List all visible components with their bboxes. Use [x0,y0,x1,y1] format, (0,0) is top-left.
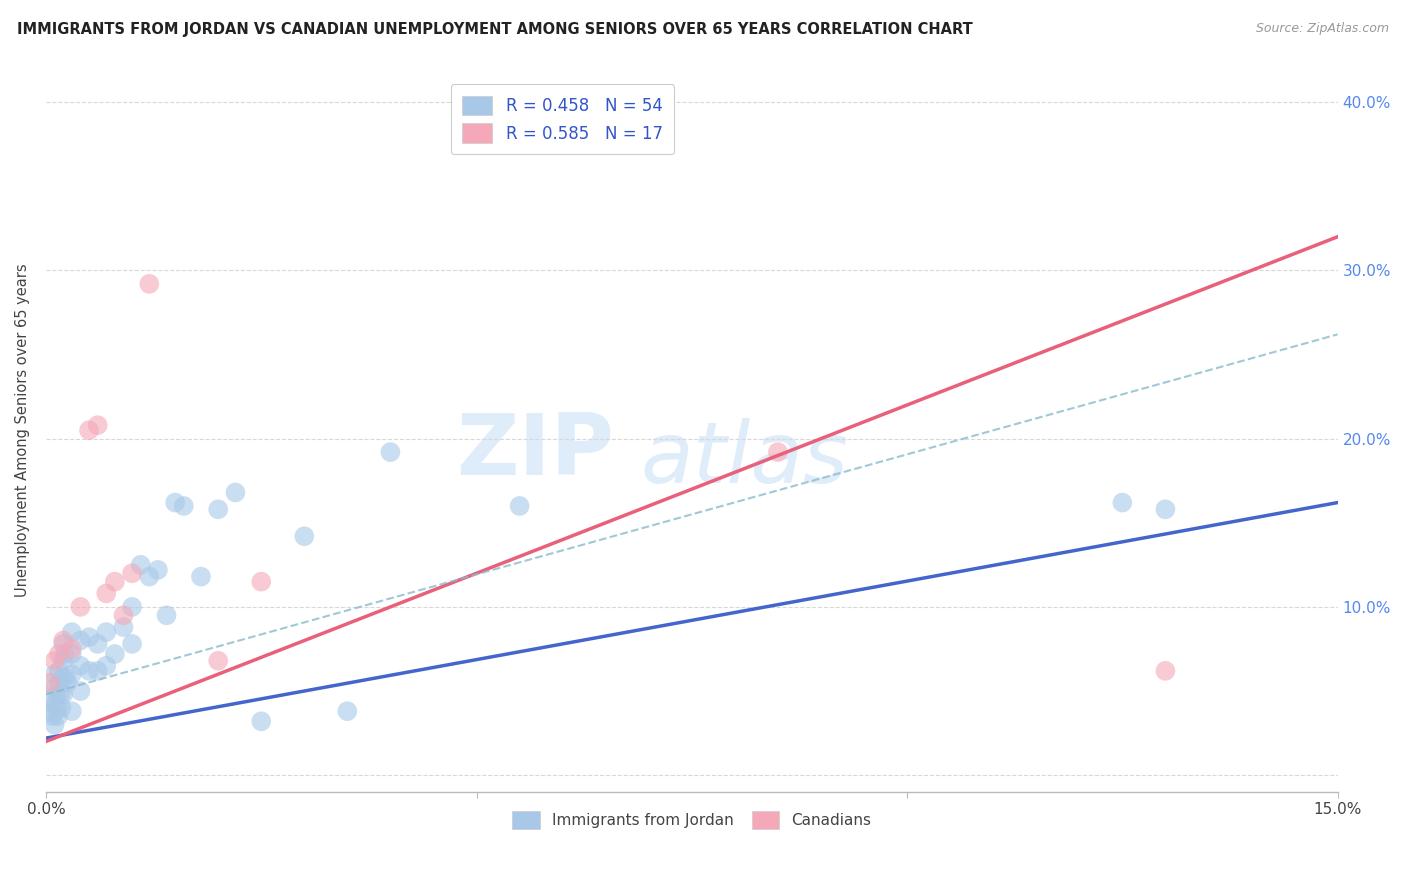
Point [69,633,91,648]
Point [46,709,69,723]
Point [146,563,169,577]
Point [56,675,79,690]
Point [86,418,108,433]
Point [96,586,118,600]
Point [86,664,108,678]
Point [173,499,195,513]
Point [60,625,83,640]
Point [60,647,83,661]
Point [1111,495,1133,509]
Point [39,675,62,690]
Point [60,642,83,657]
Point [53,647,76,661]
Point [112,620,135,634]
Point [224,485,246,500]
Point [509,499,531,513]
Point [190,569,212,583]
Text: atlas: atlas [640,417,848,500]
Point [48,675,70,690]
Point [86,637,108,651]
Point [46,701,69,715]
Point [42,709,65,723]
Point [60,704,83,718]
Point [44,681,66,695]
Point [44,654,66,668]
Point [60,667,83,681]
Point [52,671,75,685]
Point [104,647,127,661]
Point [292,529,315,543]
Point [207,502,229,516]
Point [49,687,72,701]
Point [51,701,73,715]
Point [69,684,91,698]
Point [121,637,143,651]
Point [96,625,118,640]
Text: ZIP: ZIP [457,410,614,493]
Point [207,654,229,668]
Text: Source: ZipAtlas.com: Source: ZipAtlas.com [1256,22,1389,36]
Text: IMMIGRANTS FROM JORDAN VS CANADIAN UNEMPLOYMENT AMONG SENIORS OVER 65 YEARS CORR: IMMIGRANTS FROM JORDAN VS CANADIAN UNEMP… [17,22,973,37]
Point [52,637,75,651]
Point [96,658,118,673]
Point [69,658,91,673]
Point [138,277,160,291]
Point [336,704,359,718]
Point [380,445,402,459]
Point [48,664,70,678]
Point [69,599,91,614]
Point [121,566,143,581]
Point [250,574,273,589]
Point [1154,664,1177,678]
Point [129,558,152,572]
Point [155,608,177,623]
Point [77,630,100,644]
Point [52,633,75,648]
Point [112,608,135,623]
Point [52,687,75,701]
Point [77,664,100,678]
Point [766,445,789,459]
Point [104,574,127,589]
Point [45,687,67,701]
Point [44,667,66,681]
Point [165,495,187,509]
Legend: Immigrants from Jordan, Canadians: Immigrants from Jordan, Canadians [506,805,877,835]
Point [138,569,160,583]
Point [48,647,70,661]
Point [250,714,273,729]
Point [1154,502,1177,516]
Y-axis label: Unemployment Among Seniors over 65 years: Unemployment Among Seniors over 65 years [15,263,30,597]
Point [44,717,66,731]
Point [39,704,62,718]
Point [44,698,66,712]
Point [77,423,100,437]
Point [52,654,75,668]
Point [55,671,77,685]
Point [39,692,62,706]
Point [121,599,143,614]
